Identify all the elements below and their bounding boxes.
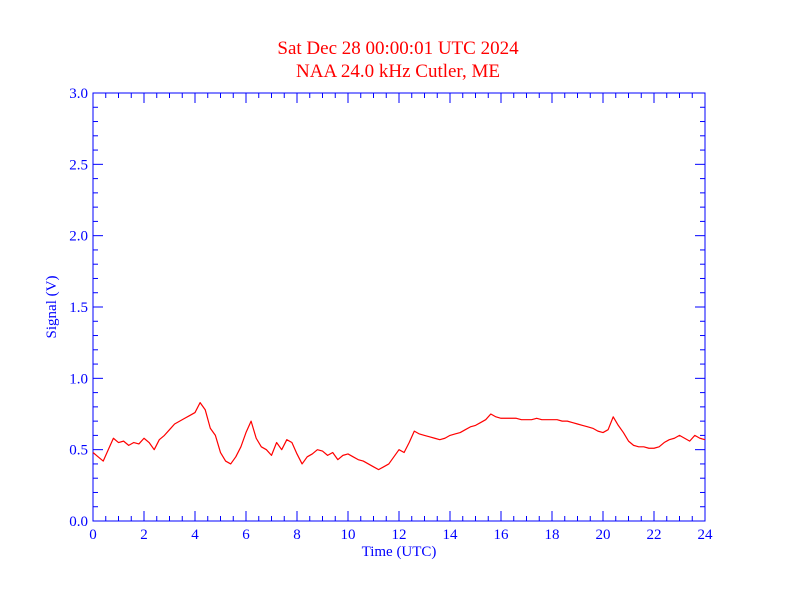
y-tick-label: 3.0	[69, 86, 88, 102]
x-tick-label: 18	[545, 527, 560, 543]
x-tick-label: 22	[647, 527, 662, 543]
plot-frame	[92, 92, 706, 522]
x-tick-label: 0	[89, 527, 97, 543]
y-axis-label: Signal (V)	[44, 276, 60, 339]
y-tick-label: 1.0	[69, 371, 88, 387]
signal-series-line	[92, 401, 706, 471]
x-tick-label: 16	[494, 527, 510, 543]
chart-title: Sat Dec 28 00:00:01 UTC 2024	[277, 38, 519, 59]
x-tick-label: 12	[392, 527, 407, 543]
chart-subtitle: NAA 24.0 kHz Cutler, ME	[296, 61, 500, 82]
y-tick-label: 0.0	[69, 514, 88, 530]
x-tick-label: 2	[140, 527, 148, 543]
y-tick-label: 2.0	[69, 229, 88, 245]
x-tick-labels: 0 2 4 6 8 10 12 14 16 18 20 22 24	[89, 527, 713, 543]
x-tick-label: 20	[596, 527, 611, 543]
x-tick-label: 8	[293, 527, 301, 543]
y-tick-label: 1.5	[69, 300, 88, 316]
x-tick-label: 6	[242, 527, 250, 543]
series-layer	[92, 401, 706, 471]
x-axis-label: Time (UTC)	[362, 544, 437, 560]
axis-ticks	[92, 92, 706, 522]
x-tick-label: 4	[191, 527, 199, 543]
y-tick-label: 0.5	[69, 443, 88, 459]
x-tick-label: 14	[443, 527, 459, 543]
x-tick-label: 24	[698, 527, 714, 543]
x-tick-label: 10	[341, 527, 356, 543]
y-tick-labels: 0.0 0.5 1.0 1.5 2.0 2.5 3.0	[69, 86, 88, 530]
y-tick-label: 2.5	[69, 157, 88, 173]
